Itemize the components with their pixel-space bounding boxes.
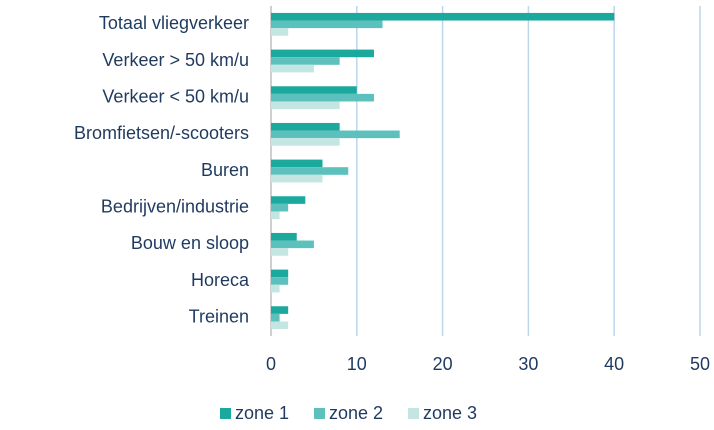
bar	[271, 248, 289, 256]
legend: zone 1 zone 2 zone 3	[220, 403, 477, 423]
bar	[271, 49, 374, 58]
bar	[271, 269, 289, 278]
labels: 0 10 20 30 40 50 Totaal vliegverkeer Verkeer > …	[74, 13, 710, 374]
bar	[271, 284, 280, 293]
legend-swatch	[408, 408, 419, 419]
y-tick-label: Verkeer < 50 km/u	[102, 86, 249, 106]
legend-label: zone 3	[423, 403, 477, 423]
legend-swatch	[220, 408, 231, 419]
bar	[271, 174, 323, 183]
bar	[271, 306, 289, 314]
x-tick-label: 30	[518, 354, 538, 374]
bar	[271, 86, 357, 94]
bar	[271, 101, 340, 110]
bar	[271, 20, 383, 29]
y-tick-label: Buren	[201, 160, 249, 180]
bar	[271, 211, 280, 220]
x-tick-label: 40	[604, 354, 624, 374]
bar	[271, 159, 323, 168]
y-tick-label: Horeca	[191, 270, 250, 290]
legend-label: zone 1	[235, 403, 289, 423]
legend-swatch	[314, 408, 325, 419]
bar	[271, 12, 615, 21]
bar	[271, 122, 340, 131]
legend-label: zone 2	[329, 403, 383, 423]
y-tick-label: Verkeer > 50 km/u	[102, 50, 249, 70]
bar	[271, 203, 289, 212]
y-tick-label: Bromfietsen/-scooters	[74, 123, 249, 143]
bar	[271, 57, 340, 65]
bar	[271, 321, 289, 330]
bar	[271, 232, 297, 241]
bar	[271, 64, 314, 73]
bar	[271, 313, 280, 322]
bar	[271, 138, 340, 146]
bar	[271, 28, 289, 36]
x-tick-label: 50	[690, 354, 710, 374]
x-tick-label: 10	[347, 354, 367, 374]
bar	[271, 196, 306, 204]
bars	[271, 12, 615, 330]
bar	[271, 93, 374, 102]
y-tick-label: Bedrijven/industrie	[101, 196, 249, 216]
y-tick-label: Bouw en sloop	[131, 233, 249, 253]
bar	[271, 277, 289, 285]
y-tick-label: Treinen	[189, 306, 249, 326]
x-tick-label: 20	[433, 354, 453, 374]
bar	[271, 240, 314, 249]
bar	[271, 167, 349, 175]
x-tick-label: 0	[266, 354, 276, 374]
bar	[271, 130, 400, 139]
y-tick-label: Totaal vliegverkeer	[99, 13, 249, 33]
